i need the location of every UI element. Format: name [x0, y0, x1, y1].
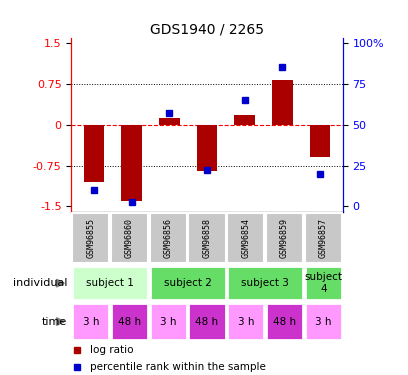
Bar	[305, 303, 342, 340]
Bar	[72, 303, 109, 340]
Bar	[150, 213, 187, 263]
Text: GSM96858: GSM96858	[202, 218, 212, 258]
Bar	[150, 266, 226, 300]
Bar	[227, 266, 303, 300]
Bar	[272, 80, 293, 125]
Text: 48 h: 48 h	[273, 316, 296, 327]
Text: 3 h: 3 h	[315, 316, 332, 327]
Text: individual: individual	[13, 278, 67, 288]
Text: time: time	[42, 316, 67, 327]
Text: 48 h: 48 h	[118, 316, 141, 327]
Bar	[227, 303, 264, 340]
Text: GSM96854: GSM96854	[241, 218, 251, 258]
Text: subject 1: subject 1	[86, 278, 134, 288]
Text: GSM96856: GSM96856	[164, 218, 173, 258]
Text: subject 3: subject 3	[241, 278, 289, 288]
Text: log ratio: log ratio	[91, 345, 134, 355]
Text: percentile rank within the sample: percentile rank within the sample	[91, 362, 266, 372]
Bar	[305, 213, 342, 263]
Bar	[266, 213, 303, 263]
Bar	[305, 266, 342, 300]
Bar	[234, 115, 255, 125]
Bar	[111, 303, 148, 340]
Bar	[111, 213, 148, 263]
Bar	[310, 125, 330, 158]
Text: GSM96860: GSM96860	[125, 218, 134, 258]
Bar	[72, 266, 148, 300]
Text: GSM96857: GSM96857	[319, 218, 328, 258]
Text: 48 h: 48 h	[195, 316, 219, 327]
Text: 3 h: 3 h	[160, 316, 177, 327]
Bar	[159, 118, 180, 125]
Text: 3 h: 3 h	[237, 316, 254, 327]
Bar	[227, 213, 264, 263]
Title: GDS1940 / 2265: GDS1940 / 2265	[150, 22, 264, 36]
Text: subject 2: subject 2	[164, 278, 212, 288]
Bar	[72, 213, 109, 263]
Bar	[197, 125, 217, 171]
Bar	[188, 303, 226, 340]
Text: GSM96855: GSM96855	[86, 218, 95, 258]
Text: GSM96859: GSM96859	[280, 218, 289, 258]
Text: subject
4: subject 4	[304, 272, 342, 294]
Bar	[188, 213, 226, 263]
Bar	[266, 303, 303, 340]
Bar	[84, 125, 104, 182]
Text: 3 h: 3 h	[82, 316, 99, 327]
Bar	[150, 303, 187, 340]
Bar	[121, 125, 142, 201]
